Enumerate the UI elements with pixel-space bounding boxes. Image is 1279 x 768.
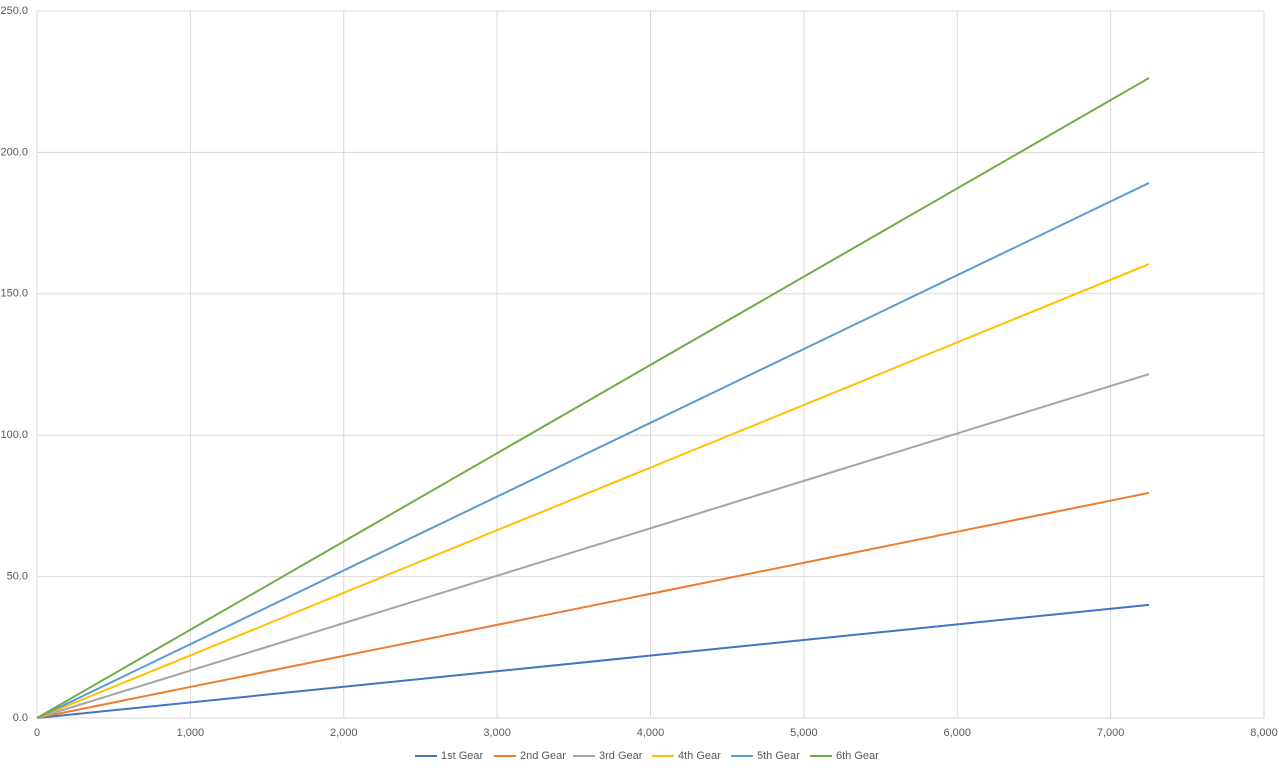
y-tick-label: 50.0 (7, 571, 28, 583)
series-line (36, 603, 1150, 719)
x-tick-label: 3,000 (483, 727, 511, 739)
x-tick-label: 0 (34, 727, 40, 739)
legend-label: 1st Gear (441, 750, 484, 762)
series-line (36, 491, 1150, 719)
y-tick-label: 0.0 (13, 712, 28, 724)
legend-label: 6th Gear (836, 750, 879, 762)
x-tick-label: 2,000 (330, 727, 358, 739)
x-tick-label: 7,000 (1097, 727, 1125, 739)
legend-label: 5th Gear (757, 750, 800, 762)
series-line (36, 77, 1150, 719)
legend-label: 4th Gear (678, 750, 721, 762)
y-tick-label: 150.0 (0, 288, 28, 300)
series-line (36, 182, 1150, 719)
x-tick-label: 5,000 (790, 727, 818, 739)
legend-label: 2nd Gear (520, 750, 566, 762)
y-tick-label: 100.0 (0, 429, 28, 441)
x-tick-label: 6,000 (943, 727, 971, 739)
x-tick-label: 8,000 (1250, 727, 1278, 739)
y-tick-label: 250.0 (0, 5, 28, 17)
series-line (36, 263, 1150, 719)
legend-label: 3rd Gear (599, 750, 643, 762)
series-line (36, 373, 1150, 719)
x-tick-label: 1,000 (177, 727, 205, 739)
x-tick-label: 4,000 (637, 727, 665, 739)
y-tick-label: 200.0 (0, 146, 28, 158)
